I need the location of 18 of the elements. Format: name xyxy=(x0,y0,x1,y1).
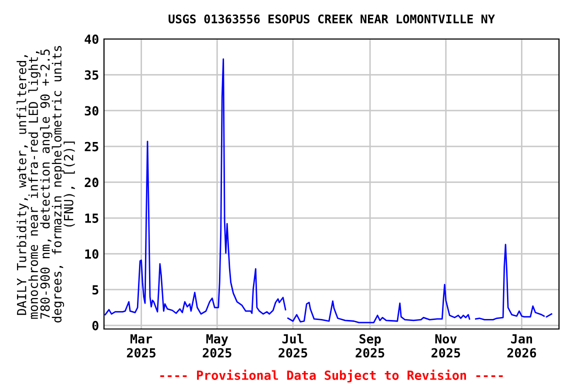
y-tick-label: 25 xyxy=(84,142,98,152)
x-tick-label: May 2025 xyxy=(202,334,232,358)
y-tick-label: 0 xyxy=(92,320,98,330)
chart-title: USGS 01363556 ESOPUS CREEK NEAR LOMONTVILLE NY xyxy=(168,14,495,24)
y-axis-title: DAILY Turbidity, water, unfiltered, monochrome near infra-red LED light, 780-900 nm, detection angle 90 +-2.5 degrees, formazin nephelometric units (FNU), [(2)] xyxy=(16,46,75,322)
x-tick-label: Jan 2026 xyxy=(507,334,536,358)
y-tick-label: 20 xyxy=(84,178,98,188)
y-tick-label: 40 xyxy=(84,34,98,44)
x-tick-label: Sep 2025 xyxy=(356,334,384,358)
y-tick-label: 35 xyxy=(84,70,98,80)
y-tick-label: 10 xyxy=(85,249,98,259)
y-tick-label: 5 xyxy=(92,285,98,295)
x-tick-label: Mar 2025 xyxy=(126,334,156,358)
text: ---- Provisional Data Subject to Revision ---- xyxy=(160,370,503,382)
x-tick-label: Jul 2025 xyxy=(278,334,308,358)
y-tick-label: 15 xyxy=(85,214,98,223)
x-tick-label: Nov 2025 xyxy=(432,334,460,358)
y-tick-label: 30 xyxy=(84,106,98,116)
